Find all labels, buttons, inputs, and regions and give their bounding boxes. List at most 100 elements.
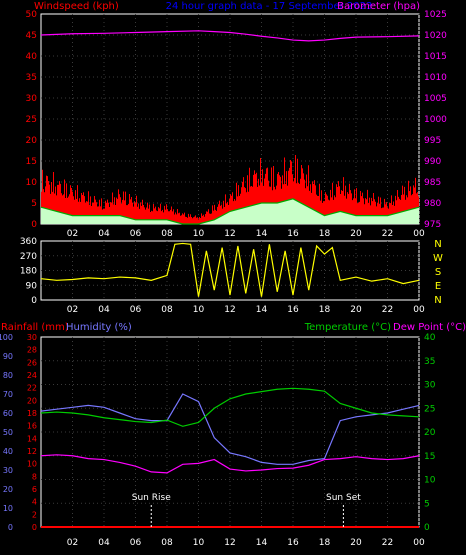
temp-y-tick-label: 20 <box>424 428 436 438</box>
direction-x-tick-label: 10 <box>193 305 205 315</box>
barometer-line <box>40 30 420 42</box>
baro-y-tick-label: 1025 <box>424 10 447 20</box>
series-layer <box>40 30 420 528</box>
baro-y-tick-label: 985 <box>424 178 441 188</box>
wind-x-tick-label: 10 <box>193 229 205 239</box>
rain-y-tick-label: 6 <box>32 485 37 494</box>
wind-x-tick-label: 02 <box>67 229 78 239</box>
rain-y-tick-label: 16 <box>27 422 37 431</box>
graph-title: 24 hour graph data - 17 September 2023 <box>166 1 373 12</box>
temp-x-tick-label: 16 <box>287 538 299 548</box>
direction-y-tick-label: 90 <box>26 281 38 291</box>
humidity-y-tick-label: 50 <box>3 428 13 437</box>
wind-y-tick-label: 20 <box>26 136 38 146</box>
direction-x-tick-label: 00 <box>413 305 425 315</box>
temp-x-tick-label: 12 <box>224 538 235 548</box>
direction-y-tick-label: 180 <box>20 267 37 277</box>
wind-x-tick-label: 20 <box>350 229 362 239</box>
direction-y-tick-label: 0 <box>31 296 37 306</box>
direction-x-tick-label: 20 <box>350 305 362 315</box>
temp-y-tick-label: 10 <box>424 476 436 486</box>
baro-y-tick-label: 980 <box>424 199 441 209</box>
baro-y-tick-label: 990 <box>424 157 441 167</box>
rain-y-tick-label: 4 <box>32 498 37 507</box>
humidity-y-tick-label: 20 <box>3 485 13 494</box>
humidity-y-tick-label: 40 <box>3 447 13 456</box>
wind-direction-line <box>40 242 420 297</box>
temp-x-tick-label: 08 <box>161 538 173 548</box>
wind-y-tick-label: 35 <box>26 73 37 83</box>
wind-x-tick-label: 14 <box>256 229 268 239</box>
wind-y-tick-label: 15 <box>26 157 37 167</box>
wind-x-tick-label: 16 <box>287 229 299 239</box>
rain-y-tick-label: 10 <box>27 460 37 469</box>
direction-x-tick-label: 16 <box>287 305 299 315</box>
rain-y-tick-label: 18 <box>27 409 37 418</box>
rain-y-tick-label: 0 <box>32 523 37 532</box>
temp-y-tick-label: 30 <box>424 381 436 391</box>
direction-x-tick-label: 14 <box>256 305 268 315</box>
wind-y-tick-label: 0 <box>31 220 37 230</box>
rain-y-tick-label: 2 <box>32 510 37 519</box>
dewpoint-axis-title: Dew Point (°C) <box>393 322 466 333</box>
wind-y-tick-label: 50 <box>26 10 38 20</box>
wind-y-tick-label: 30 <box>26 94 38 104</box>
wind-x-tick-label: 08 <box>161 229 173 239</box>
humidity-y-tick-label: 90 <box>3 352 13 361</box>
rain-y-tick-label: 8 <box>32 472 37 481</box>
direction-x-tick-label: 06 <box>130 305 142 315</box>
temp-x-tick-label: 04 <box>98 538 110 548</box>
temp-x-tick-label: 20 <box>350 538 362 548</box>
rain-y-tick-label: 28 <box>27 346 37 355</box>
temperature-line <box>40 387 420 427</box>
humidity-y-tick-label: 70 <box>3 390 13 399</box>
temp-x-tick-label: 02 <box>67 538 78 548</box>
direction-x-tick-label: 02 <box>67 305 78 315</box>
baro-y-tick-label: 975 <box>424 220 441 230</box>
baro-y-tick-label: 995 <box>424 136 441 146</box>
temp-x-tick-label: 18 <box>319 538 331 548</box>
temp-y-tick-label: 15 <box>424 452 435 462</box>
dewpoint-line <box>40 454 420 474</box>
wind-y-tick-label: 25 <box>26 115 37 125</box>
wind-y-tick-label: 40 <box>26 52 38 62</box>
rain-y-tick-label: 26 <box>27 358 37 367</box>
baro-y-tick-label: 1000 <box>424 115 447 125</box>
direction-x-tick-label: 18 <box>319 305 331 315</box>
direction-x-tick-label: 22 <box>382 305 393 315</box>
temperature-axis-title: Temperature (°C) <box>304 322 391 333</box>
baro-y-tick-label: 1005 <box>424 94 447 104</box>
wind-x-tick-label: 18 <box>319 229 331 239</box>
direction-x-tick-label: 08 <box>161 305 173 315</box>
temp-y-tick-label: 5 <box>424 499 430 509</box>
direction-x-tick-label: 12 <box>224 305 235 315</box>
wind-x-tick-label: 00 <box>413 229 425 239</box>
direction-y-tick-label: 270 <box>20 252 37 262</box>
humidity-y-tick-label: 80 <box>3 371 13 380</box>
humidity-y-tick-label: 100 <box>0 333 13 342</box>
wind-x-tick-label: 12 <box>224 229 235 239</box>
temp-y-tick-label: 0 <box>424 523 430 533</box>
rain-y-tick-label: 24 <box>27 371 37 380</box>
baro-y-tick-label: 1010 <box>424 73 447 83</box>
humidity-line <box>40 393 420 465</box>
wind-x-tick-label: 04 <box>98 229 110 239</box>
wind-y-tick-label: 45 <box>26 31 37 41</box>
temp-x-tick-label: 00 <box>413 538 425 548</box>
temp-x-tick-label: 14 <box>256 538 268 548</box>
humidity-y-tick-label: 60 <box>3 409 13 418</box>
sunrise-label: Sun Rise <box>132 493 171 503</box>
direction-letter-n-bottom: N <box>434 295 441 306</box>
direction-x-tick-label: 04 <box>98 305 110 315</box>
rain-y-tick-label: 14 <box>27 434 37 443</box>
direction-letter-n-top: N <box>434 239 441 250</box>
wind-y-tick-label: 5 <box>31 199 37 209</box>
rain-y-tick-label: 12 <box>27 447 37 456</box>
rain-y-tick-label: 22 <box>27 384 37 393</box>
wind-x-tick-label: 06 <box>130 229 142 239</box>
baro-y-tick-label: 1020 <box>424 31 447 41</box>
direction-letter-e: E <box>435 281 441 292</box>
direction-letter-w: W <box>433 253 443 264</box>
